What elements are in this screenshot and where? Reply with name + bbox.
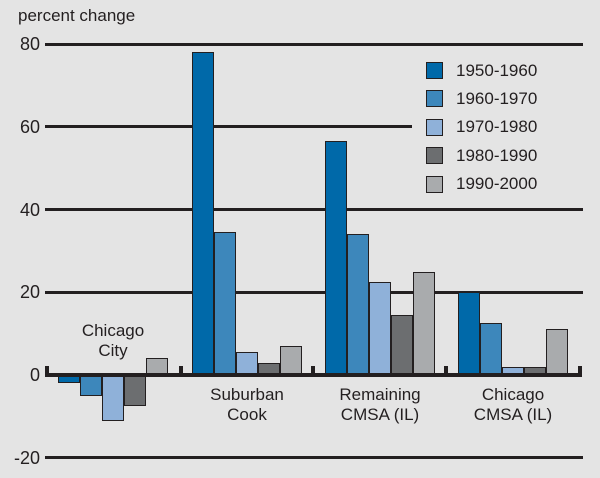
legend-swatch-icon [426, 175, 443, 193]
gridline [45, 208, 583, 211]
legend-item: 1960-1970 [426, 88, 537, 109]
category-label: Chicago City [43, 321, 183, 361]
legend-item: 1980-1990 [426, 145, 537, 166]
y-tick-label: 0 [29, 365, 40, 385]
axis-tick [311, 366, 315, 377]
legend-label: 1980-1990 [456, 145, 538, 165]
legend-item: 1970-1980 [426, 117, 537, 138]
axis-tick [179, 366, 183, 377]
category-label: Suburban Cook [177, 385, 317, 425]
legend-label: 1950-1960 [456, 60, 538, 80]
category-label-line: CMSA (IL) [340, 405, 420, 424]
bar-1970-1980 [236, 352, 258, 375]
bar-1970-1980 [102, 375, 124, 421]
category-label: Chicago CMSA (IL) [443, 385, 583, 425]
category-label-line: Chicago [481, 385, 545, 404]
gridline [45, 290, 583, 294]
axis-tick [444, 366, 448, 377]
bar-1960-1970 [480, 323, 502, 375]
axis-tick [45, 366, 49, 377]
axis-tick [578, 366, 582, 377]
category-label-line: CMSA (IL) [473, 405, 553, 424]
category-label-line: Chicago [81, 321, 145, 340]
category-label: Remaining CMSA (IL) [310, 385, 450, 425]
y-tick-label: 60 [19, 116, 40, 137]
bar-1990-2000 [413, 271, 435, 375]
y-tick-label: 80 [19, 34, 40, 54]
legend-swatch-icon [426, 62, 443, 79]
category-label-line: Cook [227, 405, 267, 424]
legend-item: 1990-2000 [426, 174, 537, 195]
bar-1990-2000 [280, 346, 302, 375]
category-label-line: Suburban [210, 385, 284, 404]
gridline [45, 42, 583, 46]
bar-1960-1970 [214, 232, 236, 375]
bar-1980-1990 [124, 375, 146, 407]
gridline [45, 456, 583, 460]
y-tick-label: 40 [19, 199, 40, 220]
legend-swatch-icon [426, 147, 443, 165]
bar-1950-1960 [325, 141, 347, 375]
bar-1950-1960 [192, 52, 214, 375]
bar-1970-1980 [369, 281, 391, 375]
y-tick-label: -20 [13, 447, 40, 468]
legend-swatch-icon [426, 118, 443, 136]
bar-1990-2000 [546, 329, 568, 375]
legend-label: 1960-1970 [456, 88, 538, 108]
legend-label: 1970-1980 [456, 117, 538, 137]
bar-1980-1990 [391, 315, 413, 375]
legend: 1950-1960 1960-1970 1970-1980 1980-1990 1990… [412, 50, 583, 200]
category-label-line: Remaining [339, 385, 421, 404]
legend-item: 1950-1960 [426, 60, 537, 81]
bar-1960-1970 [80, 375, 102, 396]
bar-1950-1960 [458, 292, 480, 375]
bar-1960-1970 [347, 234, 369, 375]
chart-title: percent change [18, 6, 136, 25]
category-label-line: City [98, 341, 128, 360]
legend-swatch-icon [426, 90, 443, 108]
gridline [45, 125, 583, 129]
legend-label: 1990-2000 [456, 174, 538, 194]
y-tick-label: 20 [19, 282, 40, 303]
